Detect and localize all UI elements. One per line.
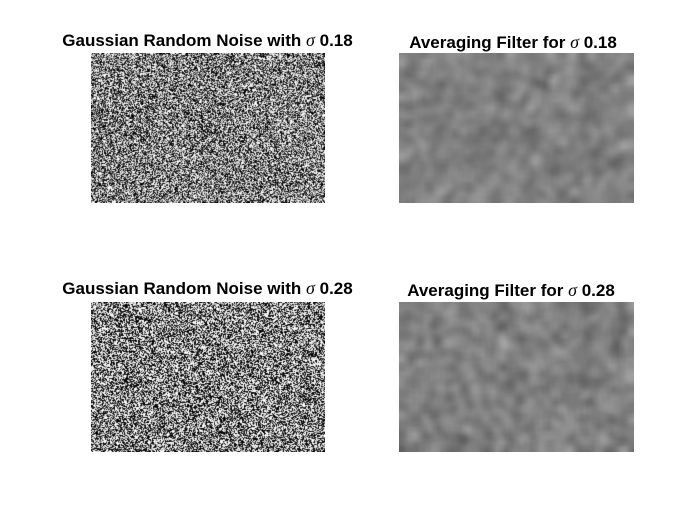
panel-title-avg-028: Averaging Filter for σ 0.28 <box>383 280 639 301</box>
sigma-symbol: σ <box>568 280 577 300</box>
panel-title-noise-028: Gaussian Random Noise with σ 0.28 <box>20 278 395 299</box>
title-text: Averaging Filter for <box>409 33 565 52</box>
sigma-value: 0.28 <box>582 281 615 300</box>
averaged-image-018 <box>399 53 634 203</box>
sigma-value: 0.18 <box>320 31 353 50</box>
sigma-value: 0.18 <box>584 33 617 52</box>
averaged-image-028 <box>399 302 634 452</box>
sigma-symbol: σ <box>306 278 315 298</box>
title-text: Gaussian Random Noise with <box>62 279 301 298</box>
title-text: Averaging Filter for <box>407 281 563 300</box>
noise-image-028 <box>91 302 325 452</box>
sigma-symbol: σ <box>306 30 315 50</box>
panel-title-noise-018: Gaussian Random Noise with σ 0.18 <box>20 30 395 51</box>
panel-title-avg-018: Averaging Filter for σ 0.18 <box>385 32 641 53</box>
sigma-value: 0.28 <box>320 279 353 298</box>
noise-image-018 <box>91 53 325 203</box>
title-text: Gaussian Random Noise with <box>62 31 301 50</box>
sigma-symbol: σ <box>570 32 579 52</box>
